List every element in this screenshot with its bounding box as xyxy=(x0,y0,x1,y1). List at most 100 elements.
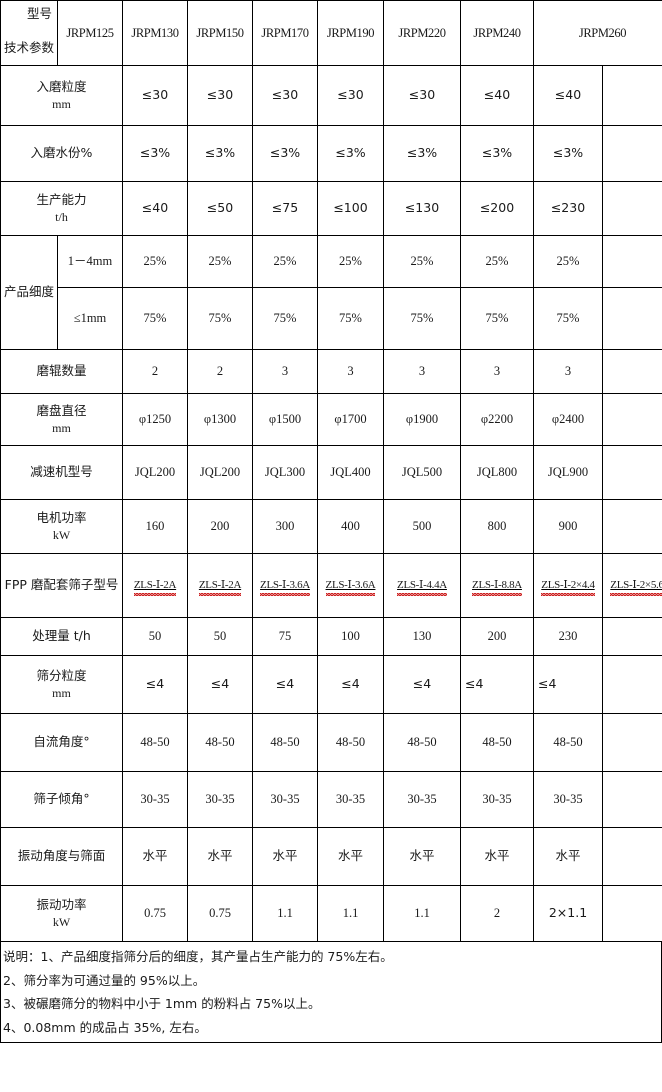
cell-sieve: ZLS-Ⅰ-2×5.6 xyxy=(602,553,662,618)
cell: ≤4 xyxy=(252,655,318,714)
table-row: 振动角度与筛面 水平 水平 水平 水平 水平 水平 水平 xyxy=(0,827,662,886)
cell: 3 xyxy=(533,349,603,394)
cell: 30-35 xyxy=(460,771,534,828)
cell: ≤30 xyxy=(317,65,384,126)
row-label-feed-size: 入磨粒度 mm xyxy=(0,65,123,126)
sieve-model-text: ZLS-Ⅰ-2×5.6 xyxy=(610,578,662,597)
sieve-model-text: ZLS-Ⅰ-3.6A xyxy=(325,578,376,597)
cell: 48-50 xyxy=(252,713,318,772)
cell: 水平 xyxy=(383,827,461,886)
cell: ≤4 xyxy=(187,655,253,714)
row-label-flow-angle: 自流角度° xyxy=(0,713,123,772)
cell: ≤30 xyxy=(383,65,461,126)
note-item: 4、0.08mm 的成品占 35%, 左右。 xyxy=(3,1019,207,1035)
cell xyxy=(602,885,662,942)
cell: 1.1 xyxy=(383,885,461,942)
note-item: 说明：1、产品细度指筛分后的细度，其产量占生产能力的 75%左右。 xyxy=(3,949,393,964)
cell: JQL400 xyxy=(317,445,384,500)
cell: 3 xyxy=(460,349,534,394)
cell: JQL800 xyxy=(460,445,534,500)
cell: 75% xyxy=(122,287,188,350)
table-row: 筛子倾角° 30-35 30-35 30-35 30-35 30-35 30-3… xyxy=(0,771,662,828)
specification-table: 型号 技术参数 JRPM125 JRPM130 JRPM150 JRPM170 … xyxy=(0,0,662,942)
cell: 900 xyxy=(533,499,603,554)
cell: ≤3% xyxy=(252,125,318,182)
row-label-roller-count: 磨辊数量 xyxy=(0,349,123,394)
cell: ≤4 xyxy=(122,655,188,714)
cell: ≤4 xyxy=(533,655,603,714)
cell: ≤130 xyxy=(383,181,461,236)
cell: JQL300 xyxy=(252,445,318,500)
cell: φ1250 xyxy=(122,393,188,446)
row-label-feed-moisture: 入磨水份% xyxy=(0,125,123,182)
cell: ≤75 xyxy=(252,181,318,236)
cell: 30-35 xyxy=(187,771,253,828)
cell xyxy=(602,349,662,394)
row-label-1-4mm: 1－4mm xyxy=(57,235,123,288)
cell: φ1300 xyxy=(187,393,253,446)
cell: 30-35 xyxy=(533,771,603,828)
cell: ≤4 xyxy=(383,655,461,714)
cell-sieve: ZLS-Ⅰ-8.8A xyxy=(460,553,534,618)
cell: 水平 xyxy=(317,827,384,886)
sieve-model-text: ZLS-Ⅰ-2A xyxy=(133,578,177,597)
row-label-reducer-model: 减速机型号 xyxy=(0,445,123,500)
cell: φ1500 xyxy=(252,393,318,446)
sieve-model-text: ZLS-Ⅰ-4.4A xyxy=(397,578,447,597)
cell-sieve: ZLS-Ⅰ-3.6A xyxy=(317,553,384,618)
table-row: FPP 磨配套筛子型号 ZLS-Ⅰ-2A ZLS-Ⅰ-2A ZLS-Ⅰ-3.6A… xyxy=(0,553,662,618)
header-corner-cell: 型号 技术参数 xyxy=(0,0,58,66)
cell: ≤30 xyxy=(252,65,318,126)
cell: ≤3% xyxy=(317,125,384,182)
cell: 30-35 xyxy=(122,771,188,828)
row-label-screen-incline: 筛子倾角° xyxy=(0,771,123,828)
cell xyxy=(602,713,662,772)
header-model-label: 型号 xyxy=(26,6,52,21)
row-label-motor-power: 电机功率 kW xyxy=(0,499,123,554)
cell xyxy=(602,617,662,656)
row-label-vibration-angle: 振动角度与筛面 xyxy=(0,827,123,886)
table-row: 磨辊数量 2 2 3 3 3 3 3 xyxy=(0,349,662,394)
cell: 75% xyxy=(317,287,384,350)
cell: 1.1 xyxy=(252,885,318,942)
cell: 30-35 xyxy=(383,771,461,828)
table-header-row: 型号 技术参数 JRPM125 JRPM130 JRPM150 JRPM170 … xyxy=(0,0,662,66)
cell: 30-35 xyxy=(252,771,318,828)
cell: φ2200 xyxy=(460,393,534,446)
sieve-model-text: ZLS-Ⅰ-2×4.4 xyxy=(541,578,596,597)
cell: ≤4 xyxy=(460,655,534,714)
cell: 水平 xyxy=(252,827,318,886)
cell: ≤3% xyxy=(383,125,461,182)
cell: 500 xyxy=(383,499,461,554)
cell: 2×1.1 xyxy=(533,885,603,942)
cell: 2 xyxy=(187,349,253,394)
note-item: 2、筛分率为可通过量的 95%以上。 xyxy=(3,972,206,988)
cell: 48-50 xyxy=(460,713,534,772)
cell: 水平 xyxy=(460,827,534,886)
cell: 75% xyxy=(533,287,603,350)
cell: 75% xyxy=(187,287,253,350)
cell: 25% xyxy=(533,235,603,288)
cell: 200 xyxy=(187,499,253,554)
cell: 2 xyxy=(122,349,188,394)
cell: 25% xyxy=(460,235,534,288)
cell xyxy=(602,655,662,714)
table-row: 减速机型号 JQL200 JQL200 JQL300 JQL400 JQL500… xyxy=(0,445,662,500)
cell: JQL200 xyxy=(187,445,253,500)
model-header-jrpm190: JRPM190 xyxy=(317,0,384,66)
row-label-screen-size: 筛分粒度 mm xyxy=(0,655,123,714)
table-row: 入磨粒度 mm ≤30 ≤30 ≤30 ≤30 ≤30 ≤40 ≤40 xyxy=(0,65,662,126)
cell: ≤3% xyxy=(533,125,603,182)
cell: 75 xyxy=(252,617,318,656)
row-label-capacity: 生产能力 t/h xyxy=(0,181,123,236)
cell: 30-35 xyxy=(317,771,384,828)
row-group-label-product-fineness: 产品细度 xyxy=(0,235,58,350)
table-row: 入磨水份% ≤3% ≤3% ≤3% ≤3% ≤3% ≤3% ≤3% xyxy=(0,125,662,182)
cell: 48-50 xyxy=(383,713,461,772)
cell: 25% xyxy=(187,235,253,288)
sieve-model-text: ZLS-Ⅰ-8.8A xyxy=(472,578,522,597)
cell: 100 xyxy=(317,617,384,656)
cell: 3 xyxy=(383,349,461,394)
cell: JQL200 xyxy=(122,445,188,500)
